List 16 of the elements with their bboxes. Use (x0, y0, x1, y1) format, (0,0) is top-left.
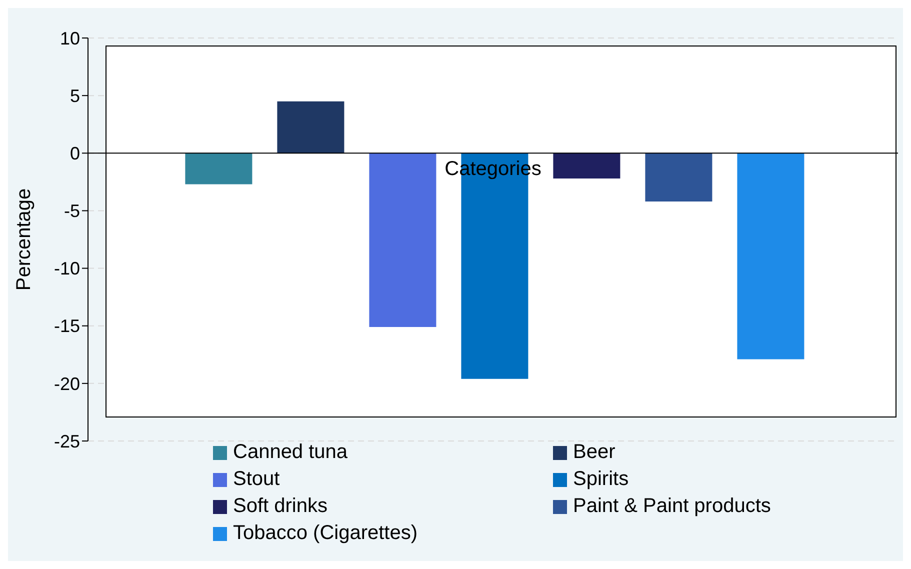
y-tick-label: 5 (70, 86, 80, 106)
y-tick-label: -20 (54, 374, 80, 394)
legend-label: Paint & Paint products (573, 495, 771, 518)
legend-label: Tobacco (Cigarettes) (233, 522, 418, 545)
y-tick-label: -5 (64, 201, 80, 222)
legend-label: Soft drinks (233, 495, 328, 518)
legend-label: Spirits (573, 468, 629, 491)
y-axis-title: Percentage (13, 188, 36, 291)
legend-label: Stout (233, 468, 280, 491)
y-tick-label: -15 (54, 316, 80, 336)
y-tick-label: 0 (70, 144, 80, 164)
y-tick-label: 10 (60, 28, 80, 48)
y-tick-label: -10 (54, 258, 80, 279)
legend-label: Canned tuna (233, 441, 348, 464)
y-tick-label: -25 (54, 431, 80, 452)
legend-label: Beer (573, 441, 616, 464)
